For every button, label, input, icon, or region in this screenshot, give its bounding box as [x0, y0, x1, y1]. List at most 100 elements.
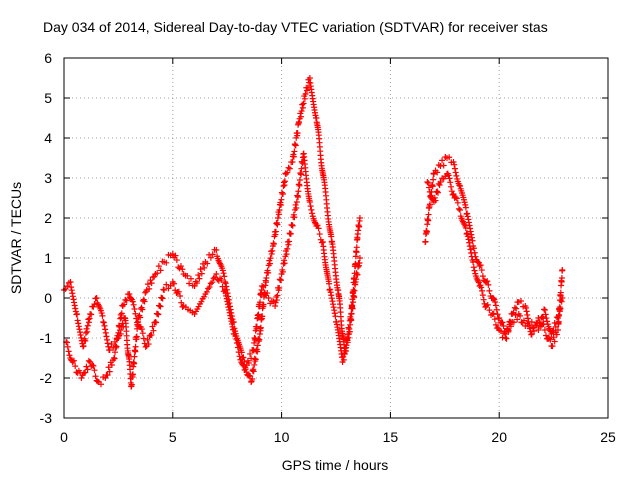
- chart-title: Day 034 of 2014, Sidereal Day-to-day VTE…: [43, 19, 548, 35]
- trace-c-marker: [426, 201, 433, 208]
- trace-d-marker: [558, 274, 565, 281]
- trace-b-marker: [138, 326, 145, 333]
- trace-b-marker: [131, 306, 138, 313]
- trace-b-marker: [340, 356, 347, 363]
- trace-b-marker: [118, 310, 125, 317]
- trace-a-marker: [222, 280, 229, 287]
- trace-a-marker: [163, 259, 170, 266]
- trace-b-marker: [348, 310, 355, 317]
- trace-a-marker: [146, 285, 153, 292]
- trace-d-marker: [468, 250, 475, 257]
- trace-b-marker: [281, 260, 288, 267]
- trace-b-marker: [140, 335, 147, 342]
- trace-d-marker: [432, 197, 439, 204]
- trace-d-point: [554, 327, 561, 333]
- trace-b-marker: [105, 364, 112, 371]
- trace-d-marker: [453, 195, 460, 202]
- trace-b-marker: [233, 336, 240, 343]
- trace-b-point: [69, 359, 76, 365]
- axis-ticks: [63, 57, 609, 419]
- trace-d-marker: [436, 182, 443, 189]
- trace-d-marker: [446, 175, 453, 182]
- trace-b-marker: [219, 283, 226, 290]
- trace-b-point: [134, 319, 141, 325]
- trace-d-marker: [526, 322, 533, 329]
- trace-b-marker: [257, 299, 264, 306]
- trace-a-marker: [98, 310, 105, 317]
- trace-b-marker: [240, 362, 247, 369]
- trace-a-marker: [220, 270, 227, 277]
- trace-a-marker: [250, 368, 257, 375]
- trace-d-marker: [513, 305, 520, 312]
- trace-a-marker: [155, 263, 162, 270]
- trace-a-marker: [154, 270, 161, 277]
- trace-c-marker: [469, 237, 476, 244]
- trace-b-marker: [274, 292, 281, 299]
- trace-d-marker: [550, 334, 557, 341]
- trace-a-marker: [274, 221, 281, 228]
- trace-b-marker: [85, 357, 92, 364]
- trace-b-marker: [207, 280, 214, 287]
- trace-b-marker: [70, 357, 77, 364]
- trace-d-marker: [491, 316, 498, 323]
- trace-b-marker: [308, 206, 315, 213]
- trace-d-point: [450, 191, 457, 197]
- x-tick-labels: 0 5 10 15 20 25: [60, 429, 616, 445]
- trace-d-marker: [553, 331, 560, 338]
- trace-b-marker: [234, 340, 241, 347]
- trace-b-marker: [91, 367, 98, 374]
- trace-b-marker: [112, 349, 119, 356]
- trace-b-marker: [247, 350, 254, 357]
- trace-a-marker: [82, 337, 89, 344]
- trace-a-marker: [265, 269, 272, 276]
- trace-a-marker: [279, 191, 286, 198]
- trace-a-marker: [297, 113, 304, 120]
- trace-b-marker: [245, 359, 252, 366]
- trace-b-marker: [347, 321, 354, 328]
- trace-a-marker: [137, 314, 144, 321]
- trace-a-marker: [104, 336, 111, 343]
- trace-b-marker: [236, 353, 243, 360]
- trace-d-marker: [505, 327, 512, 334]
- trace-a-marker: [254, 348, 261, 355]
- trace-b-marker: [121, 301, 128, 308]
- trace-a-marker: [284, 169, 291, 176]
- trace-b-marker: [315, 225, 322, 232]
- trace-b-point: [87, 359, 94, 365]
- trace-b-marker: [255, 311, 262, 318]
- trace-b-marker: [167, 282, 174, 289]
- trace-d-point: [541, 327, 548, 333]
- trace-c-marker: [543, 315, 550, 322]
- trace-a-marker: [102, 326, 109, 333]
- trace-c-marker: [429, 183, 436, 190]
- trace-b-marker: [133, 315, 140, 322]
- trace-d-marker: [479, 292, 486, 299]
- trace-b-marker: [281, 257, 288, 264]
- trace-b-marker: [145, 341, 152, 348]
- trace-a-marker: [84, 322, 91, 329]
- trace-a-point: [74, 311, 81, 317]
- trace-c-marker: [434, 169, 441, 176]
- trace-b-marker: [90, 362, 97, 369]
- trace-b-point: [78, 375, 85, 381]
- trace-d-marker: [431, 194, 438, 201]
- y-tick-label: -2: [40, 370, 53, 386]
- trace-b-marker: [94, 378, 101, 385]
- trace-b-marker: [279, 268, 286, 275]
- trace-a-marker: [207, 254, 214, 261]
- trace-a-marker: [270, 240, 277, 247]
- trace-c-marker: [456, 182, 463, 189]
- trace-b-marker: [272, 299, 279, 306]
- trace-d-marker: [455, 205, 462, 212]
- trace-c-marker: [485, 281, 492, 288]
- trace-b-point: [306, 199, 313, 205]
- trace-d-marker: [524, 315, 531, 322]
- trace-d-marker: [464, 233, 471, 240]
- trace-d-marker: [551, 338, 558, 345]
- trace-b-marker: [253, 323, 260, 330]
- trace-d-marker: [531, 327, 538, 334]
- trace-b-marker: [128, 295, 135, 302]
- trace-d-point: [470, 259, 477, 265]
- trace-a-marker: [355, 227, 362, 234]
- trace-a-marker: [353, 244, 360, 251]
